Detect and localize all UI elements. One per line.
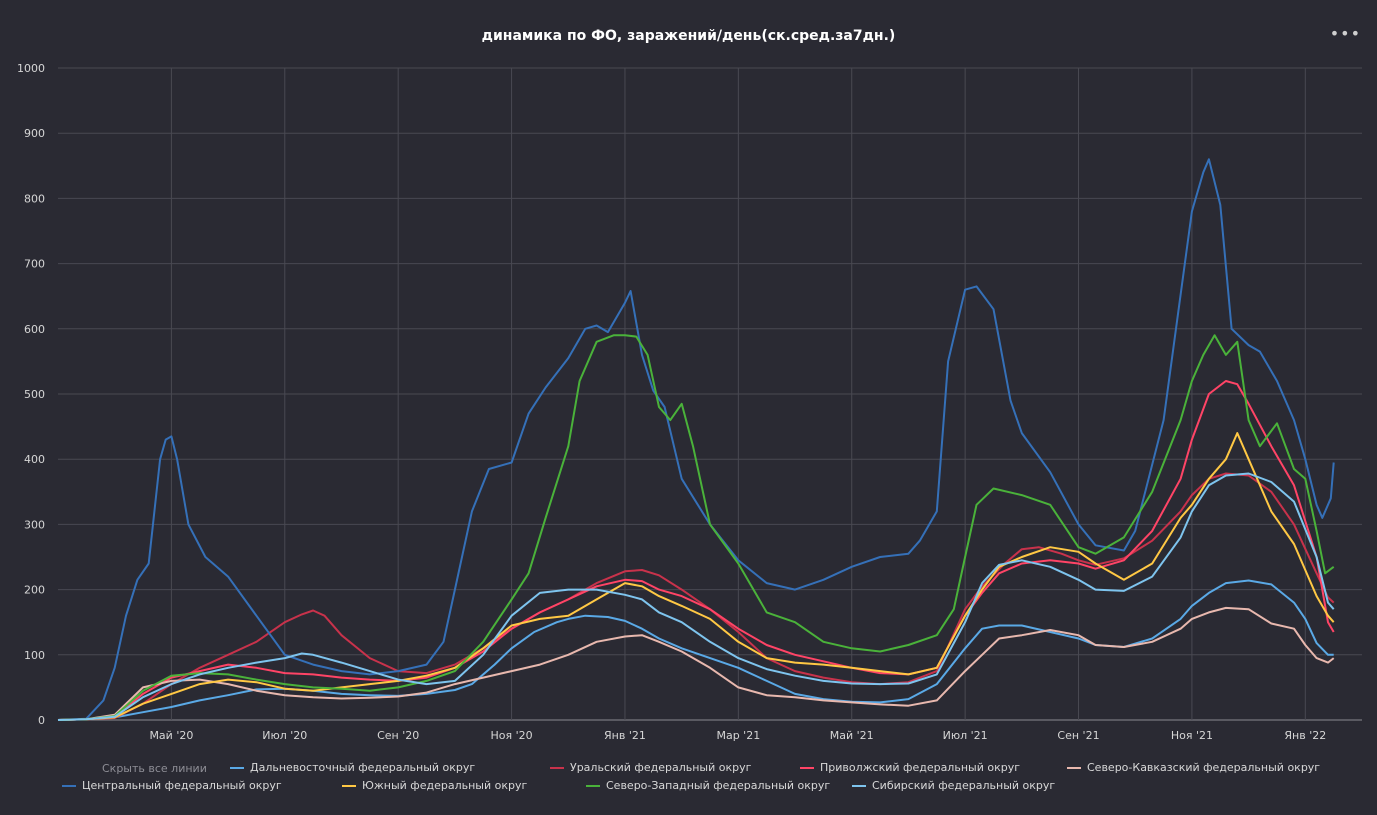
legend-row: Скрыть все линии Дальневосточный федерал…: [0, 760, 1377, 778]
legend-swatch: [62, 784, 76, 787]
legend-label: Южный федеральный округ: [362, 779, 528, 792]
legend-label: Уральский федеральный округ: [570, 761, 752, 774]
x-tick-label: Май '21: [830, 729, 874, 742]
x-tick-label: Сен '20: [377, 729, 419, 742]
y-tick-label: 100: [24, 649, 45, 662]
y-tick-label: 1000: [17, 62, 45, 75]
series-line[interactable]: [57, 472, 1335, 721]
series-line[interactable]: [57, 380, 1335, 721]
x-axis-ticks: Май '20 Июл '20 Сен '20 Ноя '20 Янв '21 Мар '…: [149, 729, 1326, 742]
y-tick-label: 0: [38, 714, 45, 727]
chart-title: динамика по ФО, заражений/день(ск.сред.з…: [481, 28, 896, 44]
y-tick-label: 900: [24, 127, 45, 140]
legend-item[interactable]: Северо-Западный федеральный округ: [586, 779, 830, 792]
x-tick-label: Ноя '20: [490, 729, 532, 742]
legend-swatch: [342, 784, 356, 787]
legend-swatch: [230, 766, 244, 769]
legend-label: Центральный федеральный округ: [82, 779, 282, 792]
x-tick-label: Июл '21: [943, 729, 988, 742]
hide-all-lines-button[interactable]: Скрыть все линии: [102, 762, 207, 775]
y-tick-label: 400: [24, 453, 45, 466]
series-lines: [57, 158, 1335, 721]
grid-layer: [58, 67, 1362, 721]
series-line[interactable]: [57, 158, 1335, 721]
legend-row: Центральный федеральный округ Южный федер…: [0, 778, 1377, 796]
y-tick-label: 300: [24, 518, 45, 531]
legend-label: Дальневосточный федеральный округ: [250, 761, 476, 774]
y-tick-label: 700: [24, 258, 45, 271]
legend-label: Северо-Западный федеральный округ: [606, 779, 831, 792]
legend-item[interactable]: Дальневосточный федеральный округ: [230, 761, 475, 774]
legend-label: Северо-Кавказский федеральный округ: [1087, 761, 1321, 774]
x-tick-label: Янв '21: [604, 729, 646, 742]
legend-swatch: [586, 784, 600, 787]
x-tick-label: Сен '21: [1057, 729, 1099, 742]
series-line[interactable]: [57, 432, 1335, 721]
legend-swatch: [852, 784, 866, 787]
legend-swatch: [800, 766, 814, 769]
y-tick-label: 500: [24, 388, 45, 401]
legend-item[interactable]: Сибирский федеральный округ: [852, 779, 1055, 792]
x-tick-label: Май '20: [149, 729, 193, 742]
y-axis-ticks: 0 100 200 300 400 500 600 700 800 900 1000: [17, 62, 45, 727]
series-line[interactable]: [57, 579, 1334, 721]
legend-swatch: [1067, 766, 1081, 769]
x-tick-label: Янв '22: [1284, 729, 1326, 742]
more-dots-icon[interactable]: •••: [1329, 24, 1361, 43]
y-tick-label: 600: [24, 323, 45, 336]
legend-label: Сибирский федеральный округ: [872, 779, 1056, 792]
y-tick-label: 800: [24, 192, 45, 205]
legend-item[interactable]: Северо-Кавказский федеральный округ: [1067, 761, 1320, 774]
chart-menu-button[interactable]: •••: [1330, 24, 1361, 43]
x-tick-label: Ноя '21: [1171, 729, 1213, 742]
x-tick-label: Мар '21: [716, 729, 760, 742]
y-tick-label: 200: [24, 584, 45, 597]
series-line[interactable]: [57, 334, 1335, 721]
series-line[interactable]: [57, 472, 1335, 721]
legend-swatch: [550, 766, 564, 769]
legend-item[interactable]: Приволжский федеральный округ: [800, 761, 1020, 774]
series-line[interactable]: [57, 606, 1335, 721]
legend-label: Приволжский федеральный округ: [820, 761, 1020, 774]
legend-item[interactable]: Центральный федеральный округ: [62, 779, 282, 792]
x-tick-label: Июл '20: [262, 729, 307, 742]
legend-item[interactable]: Уральский федеральный округ: [550, 761, 751, 774]
legend-item[interactable]: Южный федеральный округ: [342, 779, 527, 792]
